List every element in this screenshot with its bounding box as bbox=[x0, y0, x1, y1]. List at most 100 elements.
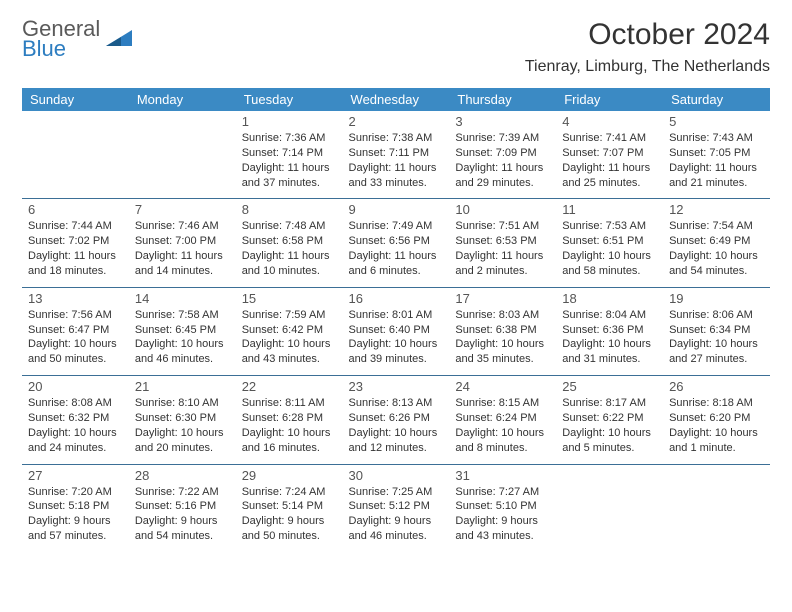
calendar-day: 2Sunrise: 7:38 AMSunset: 7:11 PMDaylight… bbox=[343, 111, 450, 199]
day-info: Sunrise: 8:01 AMSunset: 6:40 PMDaylight:… bbox=[349, 308, 444, 367]
calendar-table: SundayMondayTuesdayWednesdayThursdayFrid… bbox=[22, 88, 770, 552]
sunrise-text: Sunrise: 8:06 AM bbox=[669, 308, 764, 323]
sunset-text: Sunset: 6:40 PM bbox=[349, 323, 444, 338]
daylight-text: Daylight: 10 hours and 39 minutes. bbox=[349, 337, 444, 367]
sunrise-text: Sunrise: 8:15 AM bbox=[455, 396, 550, 411]
location-text: Tienray, Limburg, The Netherlands bbox=[525, 58, 770, 76]
day-number: 10 bbox=[455, 202, 550, 217]
sunrise-text: Sunrise: 8:01 AM bbox=[349, 308, 444, 323]
calendar-day: 28Sunrise: 7:22 AMSunset: 5:16 PMDayligh… bbox=[129, 464, 236, 552]
calendar-day: 17Sunrise: 8:03 AMSunset: 6:38 PMDayligh… bbox=[449, 287, 556, 375]
daylight-text: Daylight: 11 hours and 18 minutes. bbox=[28, 249, 123, 279]
daylight-text: Daylight: 10 hours and 31 minutes. bbox=[562, 337, 657, 367]
day-info: Sunrise: 8:03 AMSunset: 6:38 PMDaylight:… bbox=[455, 308, 550, 367]
daylight-text: Daylight: 11 hours and 25 minutes. bbox=[562, 161, 657, 191]
day-info: Sunrise: 8:10 AMSunset: 6:30 PMDaylight:… bbox=[135, 396, 230, 455]
sunset-text: Sunset: 6:26 PM bbox=[349, 411, 444, 426]
sunset-text: Sunset: 6:36 PM bbox=[562, 323, 657, 338]
day-info: Sunrise: 7:46 AMSunset: 7:00 PMDaylight:… bbox=[135, 219, 230, 278]
calendar-body: 1Sunrise: 7:36 AMSunset: 7:14 PMDaylight… bbox=[22, 111, 770, 552]
day-number: 28 bbox=[135, 468, 230, 483]
sunrise-text: Sunrise: 7:58 AM bbox=[135, 308, 230, 323]
sunrise-text: Sunrise: 7:44 AM bbox=[28, 219, 123, 234]
daylight-text: Daylight: 11 hours and 2 minutes. bbox=[455, 249, 550, 279]
calendar-day: 3Sunrise: 7:39 AMSunset: 7:09 PMDaylight… bbox=[449, 111, 556, 199]
day-number: 3 bbox=[455, 114, 550, 129]
calendar-day: 25Sunrise: 8:17 AMSunset: 6:22 PMDayligh… bbox=[556, 376, 663, 464]
sunset-text: Sunset: 7:05 PM bbox=[669, 146, 764, 161]
daylight-text: Daylight: 9 hours and 54 minutes. bbox=[135, 514, 230, 544]
daylight-text: Daylight: 10 hours and 35 minutes. bbox=[455, 337, 550, 367]
calendar-empty bbox=[22, 111, 129, 199]
day-number: 27 bbox=[28, 468, 123, 483]
day-number: 21 bbox=[135, 379, 230, 394]
calendar-empty bbox=[663, 464, 770, 552]
day-info: Sunrise: 7:54 AMSunset: 6:49 PMDaylight:… bbox=[669, 219, 764, 278]
sunset-text: Sunset: 7:14 PM bbox=[242, 146, 337, 161]
sunrise-text: Sunrise: 7:41 AM bbox=[562, 131, 657, 146]
daylight-text: Daylight: 10 hours and 8 minutes. bbox=[455, 426, 550, 456]
daylight-text: Daylight: 11 hours and 21 minutes. bbox=[669, 161, 764, 191]
sunrise-text: Sunrise: 8:18 AM bbox=[669, 396, 764, 411]
day-number: 8 bbox=[242, 202, 337, 217]
sunset-text: Sunset: 6:45 PM bbox=[135, 323, 230, 338]
sunrise-text: Sunrise: 7:27 AM bbox=[455, 485, 550, 500]
sunrise-text: Sunrise: 7:53 AM bbox=[562, 219, 657, 234]
sunset-text: Sunset: 6:58 PM bbox=[242, 234, 337, 249]
day-number: 23 bbox=[349, 379, 444, 394]
calendar-day: 21 Sunrise: 8:10 AMSunset: 6:30 PMDayligh… bbox=[129, 376, 236, 464]
day-number: 4 bbox=[562, 114, 657, 129]
day-info: Sunrise: 8:06 AMSunset: 6:34 PMDaylight:… bbox=[669, 308, 764, 367]
sunset-text: Sunset: 6:34 PM bbox=[669, 323, 764, 338]
day-info: Sunrise: 7:51 AMSunset: 6:53 PMDaylight:… bbox=[455, 219, 550, 278]
daylight-text: Daylight: 11 hours and 14 minutes. bbox=[135, 249, 230, 279]
calendar-day: 24Sunrise: 8:15 AMSunset: 6:24 PMDayligh… bbox=[449, 376, 556, 464]
day-info: Sunrise: 7:56 AMSunset: 6:47 PMDaylight:… bbox=[28, 308, 123, 367]
daylight-text: Daylight: 10 hours and 5 minutes. bbox=[562, 426, 657, 456]
sunrise-text: Sunrise: 7:24 AM bbox=[242, 485, 337, 500]
day-info: Sunrise: 7:27 AMSunset: 5:10 PMDaylight:… bbox=[455, 485, 550, 544]
sunrise-text: Sunrise: 7:43 AM bbox=[669, 131, 764, 146]
logo-triangle-icon bbox=[106, 28, 132, 53]
calendar-day: 30Sunrise: 7:25 AMSunset: 5:12 PMDayligh… bbox=[343, 464, 450, 552]
sunrise-text: Sunrise: 7:48 AM bbox=[242, 219, 337, 234]
day-info: Sunrise: 7:44 AMSunset: 7:02 PMDaylight:… bbox=[28, 219, 123, 278]
calendar-week: 13Sunrise: 7:56 AMSunset: 6:47 PMDayligh… bbox=[22, 287, 770, 375]
sunrise-text: Sunrise: 7:25 AM bbox=[349, 485, 444, 500]
day-info: Sunrise: 7:24 AMSunset: 5:14 PMDaylight:… bbox=[242, 485, 337, 544]
sunrise-text: Sunrise: 7:51 AM bbox=[455, 219, 550, 234]
weekday-header: Thursday bbox=[449, 88, 556, 111]
sunset-text: Sunset: 6:47 PM bbox=[28, 323, 123, 338]
calendar-day: 22Sunrise: 8:11 AMSunset: 6:28 PMDayligh… bbox=[236, 376, 343, 464]
sunrise-text: Sunrise: 8:03 AM bbox=[455, 308, 550, 323]
sunrise-text: Sunrise: 7:20 AM bbox=[28, 485, 123, 500]
daylight-text: Daylight: 10 hours and 20 minutes. bbox=[135, 426, 230, 456]
month-title: October 2024 bbox=[525, 18, 770, 52]
daylight-text: Daylight: 9 hours and 50 minutes. bbox=[242, 514, 337, 544]
weekday-header: Tuesday bbox=[236, 88, 343, 111]
day-number: 15 bbox=[242, 291, 337, 306]
sunrise-text: Sunrise: 8:04 AM bbox=[562, 308, 657, 323]
sunrise-text: Sunrise: 8:17 AM bbox=[562, 396, 657, 411]
logo: General Blue bbox=[22, 18, 132, 60]
calendar-day: 7 Sunrise: 7:46 AMSunset: 7:00 PMDaylight… bbox=[129, 199, 236, 287]
day-number: 7 bbox=[135, 202, 230, 217]
sunrise-text: Sunrise: 7:39 AM bbox=[455, 131, 550, 146]
day-info: Sunrise: 7:41 AMSunset: 7:07 PMDaylight:… bbox=[562, 131, 657, 190]
sunset-text: Sunset: 5:12 PM bbox=[349, 499, 444, 514]
sunset-text: Sunset: 6:56 PM bbox=[349, 234, 444, 249]
sunset-text: Sunset: 7:00 PM bbox=[135, 234, 230, 249]
sunrise-text: Sunrise: 7:46 AM bbox=[135, 219, 230, 234]
sunset-text: Sunset: 6:24 PM bbox=[455, 411, 550, 426]
sunset-text: Sunset: 6:22 PM bbox=[562, 411, 657, 426]
calendar-day: 31Sunrise: 7:27 AMSunset: 5:10 PMDayligh… bbox=[449, 464, 556, 552]
daylight-text: Daylight: 10 hours and 54 minutes. bbox=[669, 249, 764, 279]
sunrise-text: Sunrise: 7:56 AM bbox=[28, 308, 123, 323]
calendar-day: 10 Sunrise: 7:51 AMSunset: 6:53 PMDayligh… bbox=[449, 199, 556, 287]
weekday-header: Sunday bbox=[22, 88, 129, 111]
day-number: 16 bbox=[349, 291, 444, 306]
day-info: Sunrise: 8:11 AMSunset: 6:28 PMDaylight:… bbox=[242, 396, 337, 455]
calendar-day: 23Sunrise: 8:13 AMSunset: 6:26 PMDayligh… bbox=[343, 376, 450, 464]
day-info: Sunrise: 7:58 AMSunset: 6:45 PMDaylight:… bbox=[135, 308, 230, 367]
sunrise-text: Sunrise: 7:54 AM bbox=[669, 219, 764, 234]
